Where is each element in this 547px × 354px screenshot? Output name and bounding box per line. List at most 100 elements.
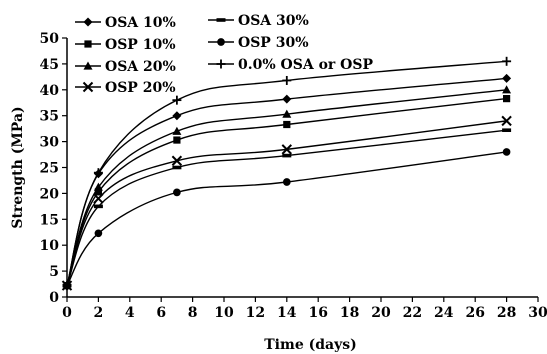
series-layer (61, 56, 512, 291)
data-point-osa-20-shape (282, 109, 292, 118)
data-point-osp-10-shape (503, 95, 511, 103)
x-tick-label: 0 (62, 305, 72, 321)
legend-item-osa-20: OSA 20% (75, 59, 176, 75)
x-tick-label: 20 (371, 305, 391, 321)
series-line-osa-30 (66, 129, 507, 286)
legend-item-osp-20: OSP 20% (75, 80, 176, 96)
series-0-0-osa-or-osp (62, 56, 512, 291)
data-point-osa-30 (282, 153, 292, 158)
x-tick-label: 16 (308, 305, 327, 321)
y-tick-label: 15 (40, 212, 59, 228)
y-tick-label: 35 (40, 109, 59, 125)
series-line-0-0-osa-or-osp (66, 60, 507, 286)
data-point-osa-20-shape (93, 182, 103, 191)
series-osp-10 (63, 95, 511, 290)
data-point-0-0-osa-or-osp (172, 95, 182, 105)
data-point-0-0-osa-or-osp (502, 56, 512, 66)
legend-marker-osp-10 (84, 40, 92, 48)
series-osa-20 (62, 85, 512, 290)
data-point-osp-10 (503, 95, 511, 103)
x-tick-label: 14 (277, 305, 297, 321)
x-tick-label: 8 (188, 305, 198, 321)
data-point-osa-30-shape (502, 128, 512, 133)
data-point-osa-30-shape (172, 165, 182, 170)
x-tick-label: 22 (403, 305, 422, 321)
legend-marker-osp-30-shape (217, 38, 225, 46)
y-axis-title: Strength (MPa) (10, 106, 26, 228)
x-tick-label: 26 (465, 305, 484, 321)
legend-marker-osa-10 (83, 17, 93, 27)
legend-label-osp-10: OSP 10% (105, 37, 176, 53)
data-point-osa-20 (172, 126, 182, 135)
x-tick-label: 2 (94, 305, 104, 321)
data-point-osp-30-shape (282, 178, 291, 186)
legend-item-osa-30: OSA 30% (208, 13, 309, 29)
y-tick-label: 5 (49, 264, 59, 280)
data-point-osp-30-shape (173, 188, 181, 197)
legend-label-osa-10: OSA 10% (105, 15, 176, 31)
data-point-osp-20 (93, 193, 104, 204)
data-point-osp-20-stroke-b (501, 115, 512, 127)
x-tick-label: 18 (340, 305, 359, 321)
x-tick-label: 4 (125, 305, 135, 321)
data-point-osp-10 (173, 136, 181, 144)
x-tick-label: 24 (434, 305, 454, 321)
data-point-osa-10-shape (502, 73, 512, 83)
data-point-osp-10-shape (173, 136, 181, 144)
data-point-osp-10 (94, 188, 102, 196)
series-line-osp-10 (66, 97, 507, 286)
data-point-osp-20-stroke-b (281, 144, 293, 155)
legend-marker-osp-30 (217, 38, 225, 46)
data-point-osa-20 (282, 109, 292, 118)
y-tick-label: 40 (40, 83, 60, 99)
data-point-osp-10 (283, 120, 291, 129)
data-point-osp-10-shape (94, 188, 102, 196)
y-tick-label: 50 (40, 31, 60, 47)
x-tick-label: 10 (214, 305, 234, 321)
data-point-osa-20 (93, 182, 103, 191)
data-point-osp-30-shape (94, 229, 103, 238)
data-point-osa-10-shape (172, 111, 182, 121)
y-tick-label: 25 (40, 161, 59, 177)
legend-label-0-0-osa-or-osp: 0.0% OSA or OSP (238, 57, 373, 73)
data-point-osp-30 (173, 188, 181, 197)
data-point-osp-30-shape (502, 148, 511, 156)
legend-item-0-0-osa-or-osp: 0.0% OSA or OSP (208, 57, 373, 73)
series-osp-30 (63, 148, 511, 290)
data-point-0-0-osa-or-osp (282, 75, 292, 85)
x-tick-label: 30 (528, 305, 547, 321)
data-point-osa-20-shape (172, 126, 182, 135)
legend-marker-osp-20-stroke-b (82, 81, 94, 93)
data-point-osp-20-stroke-b (93, 193, 104, 204)
x-tick-label: 28 (497, 305, 516, 321)
data-point-osa-30 (93, 204, 103, 209)
data-point-osa-30 (502, 128, 512, 133)
data-point-osp-30 (94, 229, 103, 238)
data-point-osp-20 (281, 144, 293, 155)
data-point-osp-30 (502, 148, 511, 156)
legend-marker-0-0-osa-or-osp (216, 59, 226, 69)
legend-label-osa-30: OSA 30% (238, 13, 309, 29)
data-point-0-0-osa-or-osp (62, 281, 72, 291)
legend-marker-osp-10-shape (84, 40, 92, 48)
series-osp-20 (61, 115, 512, 291)
legend-marker-osp-20 (82, 81, 94, 93)
data-point-osa-10 (502, 73, 512, 83)
data-point-osp-20-stroke-b (171, 155, 183, 166)
legend-item-osa-10: OSA 10% (75, 15, 176, 31)
y-tick-label: 45 (40, 57, 59, 73)
x-tick-label: 6 (156, 305, 166, 321)
data-point-osa-30 (172, 165, 182, 170)
series-line-osp-20 (66, 120, 507, 286)
y-tick-label: 30 (40, 135, 60, 151)
x-tick-label: 12 (246, 305, 265, 321)
data-point-osp-20 (501, 115, 512, 127)
data-point-osa-10 (172, 111, 182, 121)
legend: OSA 10% OSP 10% OSA 20% OSP 20% OSA 30% OSP 3… (75, 13, 373, 96)
series-osa-30 (62, 128, 512, 288)
legend-marker-osa-30 (216, 18, 226, 22)
data-point-0-0-osa-or-osp (93, 168, 103, 178)
data-point-osp-10-shape (283, 120, 291, 129)
series-line-osa-20 (66, 89, 507, 286)
